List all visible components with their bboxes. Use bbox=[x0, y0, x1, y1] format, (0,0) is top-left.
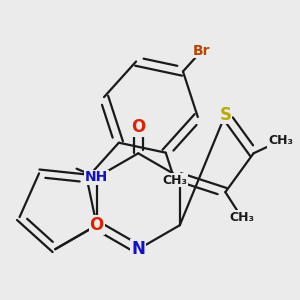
Text: N: N bbox=[131, 240, 145, 258]
Text: O: O bbox=[90, 216, 104, 234]
Text: CH₃: CH₃ bbox=[268, 134, 293, 147]
Text: O: O bbox=[131, 118, 146, 136]
Text: CH₃: CH₃ bbox=[162, 173, 187, 187]
Text: NH: NH bbox=[85, 170, 108, 184]
Text: Br: Br bbox=[193, 44, 210, 58]
Text: CH₃: CH₃ bbox=[229, 211, 254, 224]
Text: S: S bbox=[219, 106, 231, 124]
